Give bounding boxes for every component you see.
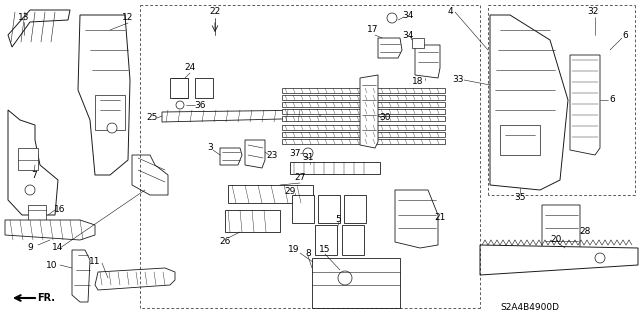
Text: 3: 3 (207, 144, 213, 152)
Bar (290, 162, 380, 174)
Circle shape (303, 148, 313, 158)
Text: 30: 30 (380, 114, 391, 122)
Polygon shape (282, 125, 445, 130)
Text: 22: 22 (209, 8, 221, 17)
Bar (95, 95, 125, 130)
Polygon shape (282, 102, 445, 107)
Polygon shape (95, 268, 175, 290)
Text: S2A4B4900D: S2A4B4900D (500, 302, 559, 311)
Polygon shape (78, 15, 130, 175)
Polygon shape (378, 38, 402, 58)
Polygon shape (360, 75, 378, 148)
Text: 19: 19 (288, 246, 300, 255)
Polygon shape (415, 45, 440, 78)
Bar (228, 185, 313, 203)
Text: 13: 13 (19, 13, 29, 23)
Bar (315, 225, 337, 255)
Polygon shape (570, 55, 600, 155)
Polygon shape (132, 155, 168, 195)
Polygon shape (282, 88, 445, 93)
Bar (318, 195, 340, 223)
Circle shape (25, 185, 35, 195)
Polygon shape (490, 15, 568, 190)
Text: 17: 17 (367, 26, 379, 34)
Text: 32: 32 (588, 8, 598, 17)
Text: 16: 16 (54, 205, 66, 214)
Text: 7: 7 (31, 170, 37, 180)
Text: 36: 36 (195, 100, 205, 109)
Text: 35: 35 (515, 194, 525, 203)
Text: 11: 11 (89, 257, 100, 266)
Circle shape (176, 101, 184, 109)
Text: 33: 33 (452, 76, 464, 85)
Text: 8: 8 (305, 249, 311, 257)
Bar (28, 205, 46, 223)
Text: 15: 15 (319, 246, 331, 255)
Text: 9: 9 (27, 243, 33, 253)
Text: 37: 37 (289, 149, 301, 158)
Text: 6: 6 (609, 95, 615, 105)
Polygon shape (480, 245, 638, 275)
Polygon shape (220, 148, 242, 165)
Polygon shape (282, 139, 445, 144)
Bar (225, 210, 280, 232)
Polygon shape (282, 109, 445, 114)
Text: 26: 26 (220, 238, 230, 247)
Bar (195, 78, 213, 98)
Bar (342, 225, 364, 255)
Text: FR.: FR. (37, 293, 55, 303)
Polygon shape (72, 250, 90, 302)
Polygon shape (282, 132, 445, 137)
Circle shape (595, 253, 605, 263)
Polygon shape (312, 258, 400, 308)
Bar (344, 195, 366, 223)
Text: 6: 6 (622, 31, 628, 40)
Bar (412, 38, 424, 48)
Text: 34: 34 (403, 31, 413, 40)
Circle shape (107, 123, 117, 133)
Text: 18: 18 (412, 78, 424, 86)
Text: 5: 5 (335, 216, 341, 225)
Circle shape (338, 271, 352, 285)
Polygon shape (162, 110, 320, 122)
Polygon shape (542, 205, 580, 260)
Text: 34: 34 (403, 11, 413, 19)
Bar (500, 125, 540, 155)
Polygon shape (282, 116, 445, 121)
Text: 21: 21 (435, 213, 445, 222)
Polygon shape (8, 110, 58, 215)
Bar (292, 195, 314, 223)
Text: 31: 31 (302, 153, 314, 162)
Text: 10: 10 (46, 261, 58, 270)
Polygon shape (8, 10, 70, 47)
Polygon shape (282, 95, 445, 100)
Polygon shape (395, 190, 438, 248)
Text: 20: 20 (550, 235, 562, 244)
Text: 24: 24 (184, 63, 196, 72)
Text: 27: 27 (294, 174, 306, 182)
Text: 29: 29 (284, 188, 296, 197)
Circle shape (387, 13, 397, 23)
Polygon shape (245, 140, 265, 168)
Text: 12: 12 (122, 13, 134, 23)
Text: 23: 23 (266, 151, 278, 160)
Text: 28: 28 (579, 227, 591, 236)
Polygon shape (5, 220, 95, 240)
Text: 25: 25 (147, 114, 157, 122)
Bar (170, 78, 188, 98)
Text: 4: 4 (447, 8, 453, 17)
Text: 14: 14 (52, 243, 64, 253)
Bar (18, 148, 38, 170)
